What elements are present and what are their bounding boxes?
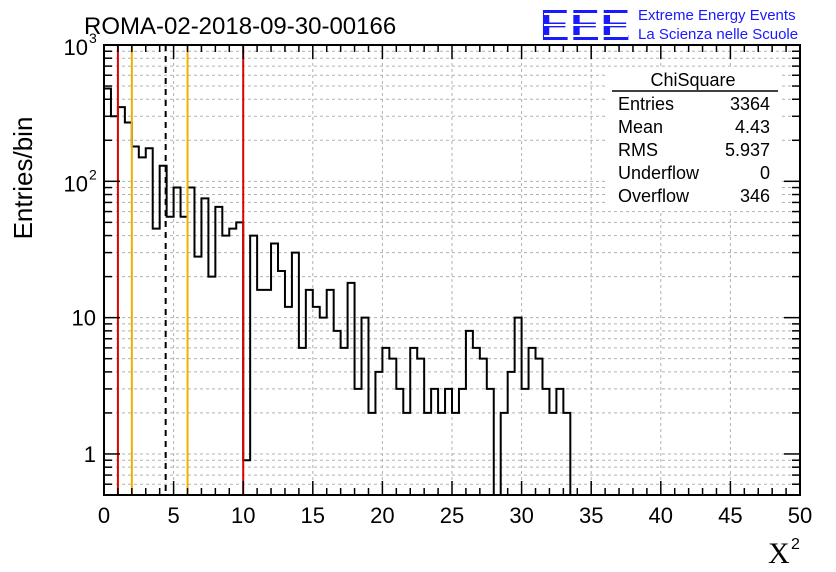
x-tick-label: 45 (718, 503, 742, 528)
chart-title: ROMA-02-2018-09-30-00166 (84, 13, 396, 40)
reference-lines (116, 45, 245, 495)
x-tick-label: 50 (788, 503, 812, 528)
x-tick-label: 30 (509, 503, 533, 528)
y-tick-label: 10 (64, 171, 88, 196)
y-axis-title: Entries/bin (8, 117, 38, 240)
x-axis-title-superscript: 2 (791, 536, 800, 553)
logo-line-2: La Scienza nelle Scuole (638, 26, 798, 43)
histogram (103, 87, 620, 496)
x-tick-label: 5 (167, 503, 179, 528)
histogram-outline (103, 87, 620, 496)
x-axis-title-base: X (768, 537, 790, 570)
y-tick-label: 10 (64, 35, 88, 60)
stats-label-mean: Mean (618, 117, 663, 137)
stats-label-entries: Entries (618, 94, 674, 114)
stats-box: ChiSquare Entries 3364 Mean 4.43 RMS 5.9… (608, 68, 780, 210)
stats-label-overflow: Overflow (618, 186, 690, 206)
stats-value-overflow: 346 (740, 186, 770, 206)
stats-value-entries: 3364 (730, 94, 770, 114)
logo: EEE Extreme Energy Events La Scienza nel… (540, 1, 798, 50)
logo-line-1: Extreme Energy Events (638, 7, 796, 24)
stats-label-rms: RMS (618, 140, 658, 160)
stats-value-rms: 5.937 (725, 140, 770, 160)
x-tick-label: 0 (98, 503, 110, 528)
stats-label-underflow: Underflow (618, 163, 700, 183)
y-tick-label-exponent: 3 (89, 30, 97, 46)
x-axis-title: X 2 (768, 536, 800, 570)
stats-value-mean: 4.43 (735, 117, 770, 137)
x-tick-label: 40 (649, 503, 673, 528)
x-tick-label: 10 (231, 503, 255, 528)
y-tick-label: 10 (72, 306, 96, 331)
stats-value-underflow: 0 (760, 163, 770, 183)
x-axis: 0 5 10 15 20 25 30 35 40 45 50 (98, 45, 812, 528)
x-tick-label: 15 (301, 503, 325, 528)
x-tick-label: 20 (370, 503, 394, 528)
y-tick-label-exponent: 2 (89, 166, 97, 182)
y-tick-label: 1 (84, 442, 96, 467)
x-tick-label: 25 (440, 503, 464, 528)
stats-title: ChiSquare (650, 70, 735, 90)
x-tick-label: 35 (579, 503, 603, 528)
